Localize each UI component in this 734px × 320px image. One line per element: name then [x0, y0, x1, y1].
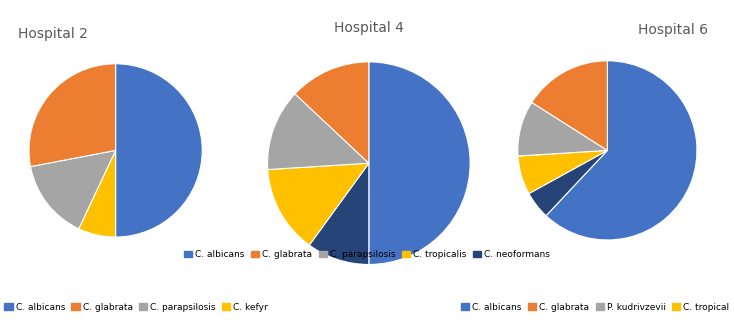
- Wedge shape: [529, 150, 608, 216]
- Wedge shape: [368, 62, 470, 265]
- Wedge shape: [518, 150, 608, 194]
- Text: Hospital 6: Hospital 6: [638, 23, 708, 37]
- Wedge shape: [79, 150, 116, 237]
- Legend: C. albicans, C. glabrata, C. parapsilosis, C. kefyr: C. albicans, C. glabrata, C. parapsilosi…: [1, 299, 272, 316]
- Legend: C. albicans, C. glabrata, P. kudrivzevii, C. tropical: C. albicans, C. glabrata, P. kudrivzevii…: [457, 299, 733, 316]
- Wedge shape: [268, 94, 369, 170]
- Wedge shape: [31, 150, 116, 229]
- Text: Hospital 2: Hospital 2: [18, 27, 88, 41]
- Wedge shape: [517, 102, 608, 156]
- Wedge shape: [268, 163, 369, 245]
- Wedge shape: [309, 163, 369, 265]
- Wedge shape: [546, 61, 697, 240]
- Wedge shape: [29, 64, 116, 167]
- Title: Hospital 4: Hospital 4: [334, 21, 404, 36]
- Wedge shape: [115, 64, 203, 237]
- Wedge shape: [295, 62, 369, 163]
- Legend: C. albicans, C. glabrata, C. parapsilosis, C. tropicalis, C. neoformans: C. albicans, C. glabrata, C. parapsilosi…: [181, 246, 553, 263]
- Wedge shape: [531, 61, 608, 150]
